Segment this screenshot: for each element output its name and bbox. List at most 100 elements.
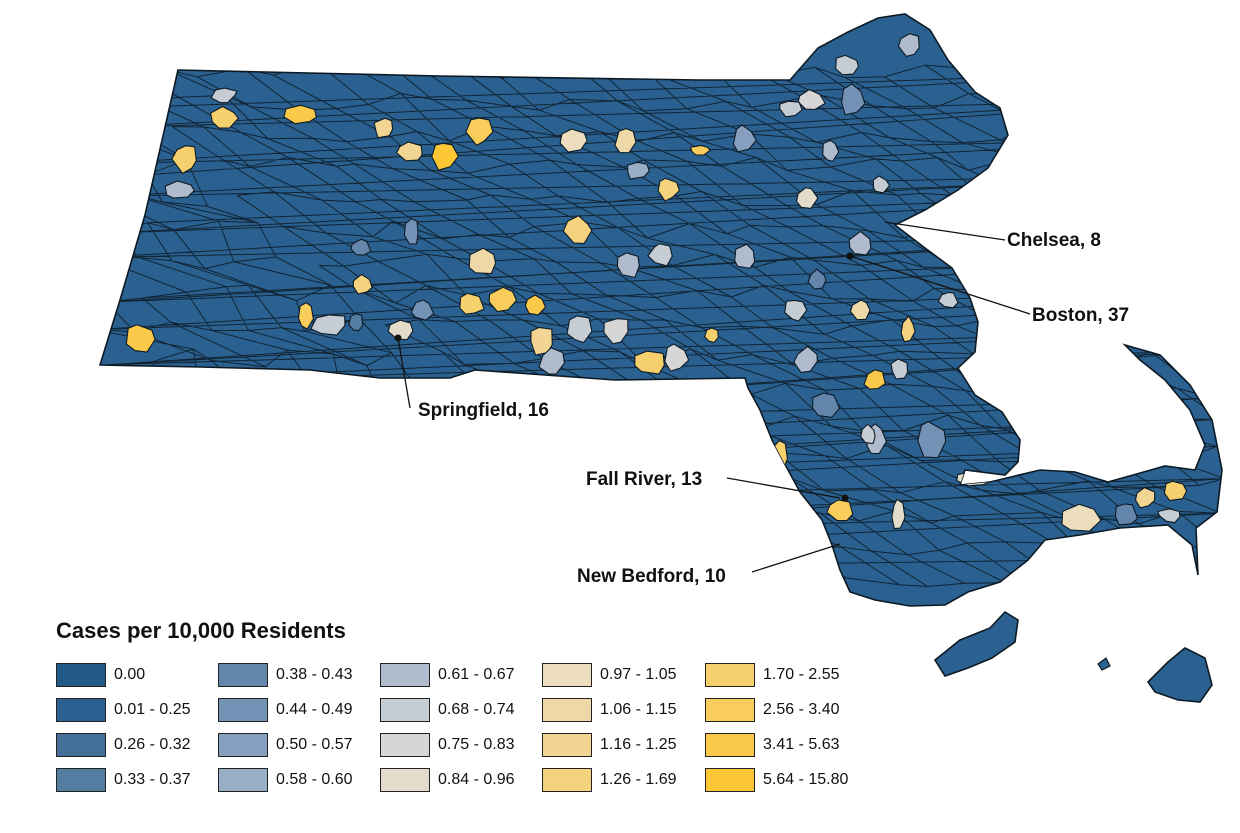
legend-swatch bbox=[705, 663, 755, 687]
town-polygon bbox=[403, 217, 419, 245]
new-bedford-label: New Bedford, 10 bbox=[577, 566, 726, 587]
town-polygon bbox=[164, 180, 195, 199]
legend-label: 0.01 - 0.25 bbox=[114, 701, 191, 718]
town-polygon bbox=[1134, 486, 1156, 509]
legend-swatch bbox=[705, 698, 755, 722]
legend-item: 0.50 - 0.57 bbox=[218, 732, 353, 758]
legend-label: 1.70 - 2.55 bbox=[763, 666, 840, 683]
legend-title: Cases per 10,000 Residents bbox=[56, 618, 346, 643]
town-polygon bbox=[297, 302, 314, 330]
town-polygon bbox=[664, 343, 690, 372]
legend-swatch bbox=[380, 698, 430, 722]
town-polygon bbox=[566, 315, 593, 344]
legend-item: 0.84 - 0.96 bbox=[380, 767, 515, 793]
town-polygon bbox=[488, 286, 518, 313]
legend-swatch bbox=[705, 768, 755, 792]
town-polygon bbox=[387, 319, 414, 341]
town-polygon bbox=[395, 141, 423, 162]
town-polygon bbox=[826, 499, 854, 522]
fall-river-label: Fall River, 13 bbox=[586, 469, 702, 490]
town-polygon bbox=[897, 33, 920, 58]
island-nantucket bbox=[1146, 647, 1213, 703]
legend-label: 0.00 bbox=[114, 666, 146, 683]
town-polygon bbox=[538, 347, 565, 375]
town-polygon bbox=[890, 358, 909, 380]
town-polygon bbox=[373, 117, 394, 139]
town-polygon bbox=[860, 423, 876, 445]
town-polygon bbox=[350, 238, 372, 256]
legend-swatch bbox=[542, 768, 592, 792]
legend-item: 0.38 - 0.43 bbox=[218, 662, 353, 688]
town-polygon bbox=[795, 187, 819, 209]
legend-swatch bbox=[56, 733, 106, 757]
town-polygon bbox=[812, 392, 841, 418]
legend-label: 0.26 - 0.32 bbox=[114, 736, 191, 753]
town-polygon bbox=[468, 247, 497, 275]
legend-swatch bbox=[218, 733, 268, 757]
town-polygon bbox=[784, 299, 808, 322]
town-polygon bbox=[822, 139, 840, 162]
legend-item: 0.58 - 0.60 bbox=[218, 767, 353, 793]
new-bedford-leader-line bbox=[751, 543, 841, 573]
springfield-label: Springfield, 16 bbox=[418, 400, 549, 421]
boston-leader-line bbox=[849, 255, 1031, 315]
town-fills bbox=[125, 21, 1188, 532]
town-polygon bbox=[559, 128, 588, 153]
legend-item: 0.44 - 0.49 bbox=[218, 697, 353, 723]
town-polygon bbox=[835, 54, 859, 76]
legend-item: 3.41 - 5.63 bbox=[705, 732, 840, 758]
legend-item: 0.61 - 0.67 bbox=[380, 662, 515, 688]
town-polygon bbox=[210, 87, 238, 104]
springfield-marker bbox=[394, 334, 402, 342]
town-polygon bbox=[1124, 358, 1141, 373]
legend-item: 2.56 - 3.40 bbox=[705, 697, 840, 723]
state-outline bbox=[98, 13, 1223, 607]
legend-label: 0.68 - 0.74 bbox=[438, 701, 515, 718]
legend-label: 3.41 - 5.63 bbox=[763, 736, 840, 753]
legend-swatch bbox=[56, 698, 106, 722]
legend-item: 5.64 - 15.80 bbox=[705, 767, 848, 793]
legend-swatch bbox=[380, 663, 430, 687]
town-polygon bbox=[900, 315, 916, 343]
town-polygon bbox=[937, 291, 959, 309]
town-polygon bbox=[627, 161, 650, 180]
town-polygon bbox=[841, 83, 866, 116]
island-small bbox=[1097, 657, 1111, 671]
legend-swatch bbox=[705, 733, 755, 757]
town-polygon bbox=[614, 128, 637, 154]
town-polygon bbox=[689, 144, 711, 156]
town-polygon bbox=[657, 177, 681, 202]
town-polygon bbox=[603, 318, 629, 345]
legend-item: 0.33 - 0.37 bbox=[56, 767, 191, 793]
town-polygon bbox=[524, 294, 547, 316]
legend-label: 5.64 - 15.80 bbox=[763, 771, 849, 788]
legend-label: 0.61 - 0.67 bbox=[438, 666, 515, 683]
legend-swatch bbox=[542, 733, 592, 757]
legend-item: 1.70 - 2.55 bbox=[705, 662, 840, 688]
legend-label: 0.58 - 0.60 bbox=[276, 771, 353, 788]
town-polygon bbox=[807, 268, 827, 290]
legend-label: 0.97 - 1.05 bbox=[600, 666, 677, 683]
legend-item: 1.06 - 1.15 bbox=[542, 697, 677, 723]
legend-item: 0.01 - 0.25 bbox=[56, 697, 191, 723]
springfield-leader-line bbox=[397, 337, 411, 409]
legend-label: 0.38 - 0.43 bbox=[276, 666, 353, 683]
boston-marker bbox=[846, 252, 854, 260]
town-polygon bbox=[703, 327, 719, 344]
town-polygon bbox=[171, 145, 197, 175]
fall-river-leader-line bbox=[726, 477, 841, 499]
town-polygon bbox=[734, 243, 756, 269]
legend-label: 0.84 - 0.96 bbox=[438, 771, 515, 788]
legend-swatch bbox=[542, 698, 592, 722]
callouts bbox=[397, 221, 1031, 573]
legend-swatch bbox=[218, 768, 268, 792]
town-polygon bbox=[797, 88, 826, 111]
town-polygon bbox=[917, 420, 947, 459]
town-polygon bbox=[310, 314, 346, 336]
legend-label: 1.06 - 1.15 bbox=[600, 701, 677, 718]
town-polygon bbox=[431, 142, 460, 171]
town-polygon bbox=[891, 498, 906, 530]
chelsea-label: Chelsea, 8 bbox=[1007, 230, 1101, 251]
boston-label: Boston, 37 bbox=[1032, 305, 1129, 326]
town-polygon bbox=[125, 324, 156, 353]
